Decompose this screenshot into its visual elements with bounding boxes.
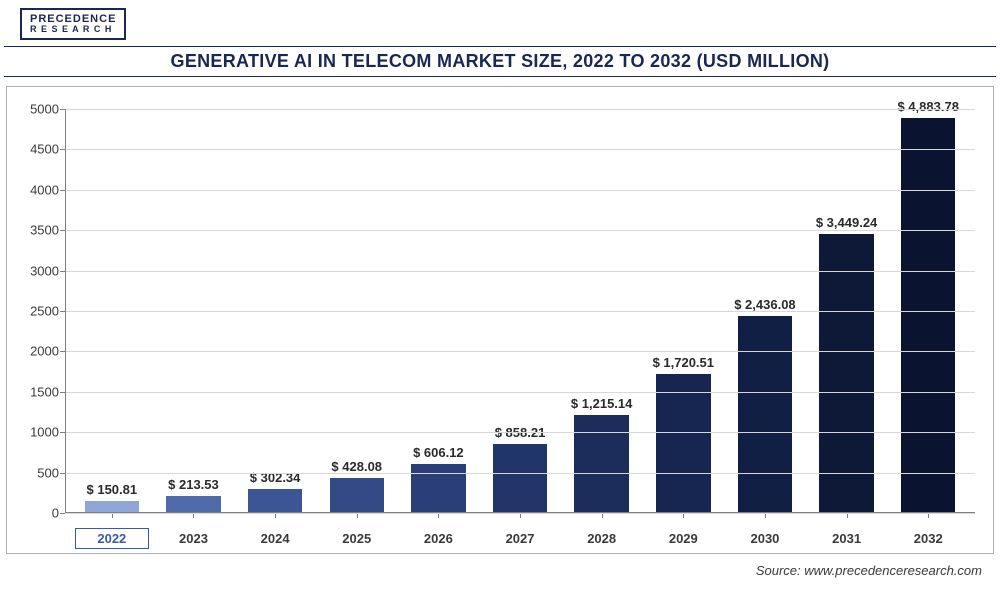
x-axis-label: 2023 bbox=[157, 528, 231, 549]
y-tick-label: 4500 bbox=[17, 142, 59, 157]
bar bbox=[166, 496, 220, 513]
bar-value-label: $ 4,883.78 bbox=[897, 99, 958, 114]
source-attribution: Source: www.precedenceresearch.com bbox=[756, 563, 982, 578]
bar bbox=[574, 415, 628, 513]
y-tick-label: 0 bbox=[17, 506, 59, 521]
y-tick-label: 2500 bbox=[17, 304, 59, 319]
bar-value-label: $ 606.12 bbox=[413, 445, 464, 460]
gridline bbox=[65, 311, 975, 312]
bar bbox=[411, 464, 465, 513]
x-axis-label: 2024 bbox=[238, 528, 312, 549]
x-axis-label: 2027 bbox=[483, 528, 557, 549]
brand-logo: PRECEDENCE R E S E A R C H bbox=[20, 8, 126, 40]
x-axis-label: 2026 bbox=[402, 528, 476, 549]
x-axis-label: 2022 bbox=[75, 528, 149, 549]
y-tick-mark bbox=[60, 513, 65, 514]
x-axis-label: 2025 bbox=[320, 528, 394, 549]
bar-value-label: $ 1,720.51 bbox=[653, 355, 714, 370]
x-axis bbox=[65, 512, 975, 513]
x-axis-label: 2028 bbox=[565, 528, 639, 549]
bar bbox=[493, 444, 547, 513]
x-axis-label: 2031 bbox=[810, 528, 884, 549]
bar-value-label: $ 2,436.08 bbox=[734, 297, 795, 312]
y-tick-label: 5000 bbox=[17, 102, 59, 117]
y-tick-label: 3500 bbox=[17, 223, 59, 238]
y-tick-label: 1500 bbox=[17, 384, 59, 399]
gridline bbox=[65, 392, 975, 393]
chart-frame: $ 150.81$ 213.53$ 302.34$ 428.08$ 606.12… bbox=[6, 86, 994, 554]
y-tick-label: 500 bbox=[17, 465, 59, 480]
bar bbox=[656, 374, 710, 513]
gridline bbox=[65, 230, 975, 231]
y-tick-label: 1000 bbox=[17, 425, 59, 440]
bar-value-label: $ 213.53 bbox=[168, 477, 219, 492]
bar bbox=[819, 234, 873, 513]
gridline bbox=[65, 513, 975, 514]
plot-area: $ 150.81$ 213.53$ 302.34$ 428.08$ 606.12… bbox=[65, 109, 975, 513]
gridline bbox=[65, 351, 975, 352]
gridline bbox=[65, 149, 975, 150]
logo-line2: R E S E A R C H bbox=[30, 25, 116, 35]
x-axis-labels: 2022 2023 2024 2025 2026 2027 2028 2029 2030 2031… bbox=[65, 528, 975, 549]
y-tick-label: 3000 bbox=[17, 263, 59, 278]
bar-value-label: $ 1,215.14 bbox=[571, 396, 632, 411]
bar-value-label: $ 3,449.24 bbox=[816, 215, 877, 230]
gridline bbox=[65, 473, 975, 474]
gridline bbox=[65, 109, 975, 110]
gridline bbox=[65, 190, 975, 191]
chart-title: GENERATIVE AI IN TELECOM MARKET SIZE, 20… bbox=[4, 46, 996, 77]
bar bbox=[330, 478, 384, 513]
bar bbox=[248, 489, 302, 513]
y-axis bbox=[65, 109, 66, 513]
y-tick-label: 4000 bbox=[17, 182, 59, 197]
x-axis-label: 2030 bbox=[728, 528, 802, 549]
gridline bbox=[65, 432, 975, 433]
gridline bbox=[65, 271, 975, 272]
y-tick-label: 2000 bbox=[17, 344, 59, 359]
bar bbox=[738, 316, 792, 513]
bar bbox=[901, 118, 955, 513]
x-axis-label: 2029 bbox=[646, 528, 720, 549]
x-axis-label: 2032 bbox=[891, 528, 965, 549]
bar-value-label: $ 150.81 bbox=[87, 482, 138, 497]
